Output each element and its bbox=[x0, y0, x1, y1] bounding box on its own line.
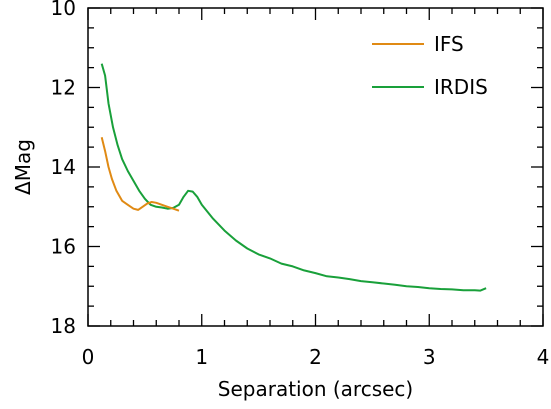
axis-ticks bbox=[87, 7, 544, 327]
legend: IFS IRDIS bbox=[372, 32, 488, 99]
x-tick-label: 1 bbox=[195, 345, 208, 369]
y-tick-label: 18 bbox=[51, 314, 76, 338]
y-tick-label: 14 bbox=[51, 155, 76, 179]
legend-label-irdis: IRDIS bbox=[434, 75, 488, 99]
plot-frame bbox=[87, 7, 544, 327]
x-tick-label: 0 bbox=[82, 345, 95, 369]
plot-area bbox=[100, 63, 487, 292]
x-tick-label: 2 bbox=[309, 345, 322, 369]
legend-label-ifs: IFS bbox=[434, 32, 464, 56]
x-axis-title: Separation (arcsec) bbox=[218, 377, 413, 401]
y-tick-label: 12 bbox=[51, 76, 76, 100]
series-line-ifs bbox=[100, 136, 180, 212]
x-tick-label: 4 bbox=[537, 345, 550, 369]
x-tick-label: 3 bbox=[423, 345, 436, 369]
series-line-irdis bbox=[100, 63, 487, 292]
y-axis-title: ΔMag bbox=[11, 139, 35, 195]
y-tick-label: 10 bbox=[51, 0, 76, 20]
y-tick-label: 16 bbox=[51, 235, 76, 259]
